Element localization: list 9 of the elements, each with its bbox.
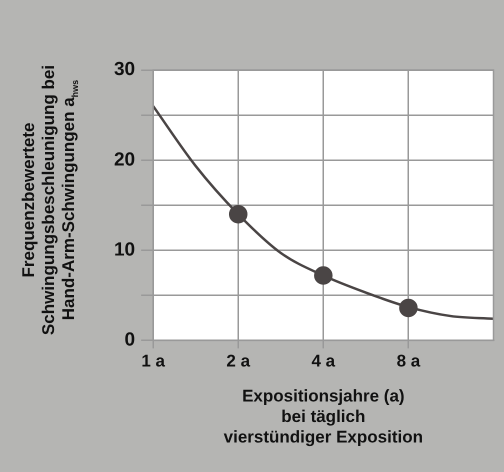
x-tick-label: 1 a bbox=[141, 351, 166, 370]
y-tick-label: 0 bbox=[124, 330, 136, 351]
x-axis-title: Expositionsjahre (a) bei täglich vierstündiger Exposition bbox=[224, 386, 423, 446]
x-tick-label: 8 a bbox=[396, 351, 421, 370]
y-tick-label: 30 bbox=[114, 59, 136, 80]
x-tick-label: 2 a bbox=[226, 351, 251, 370]
y-tick-label: 10 bbox=[114, 240, 136, 260]
y-tick-label: 20 bbox=[114, 149, 136, 170]
x-tick-label: 4 a bbox=[311, 351, 336, 370]
